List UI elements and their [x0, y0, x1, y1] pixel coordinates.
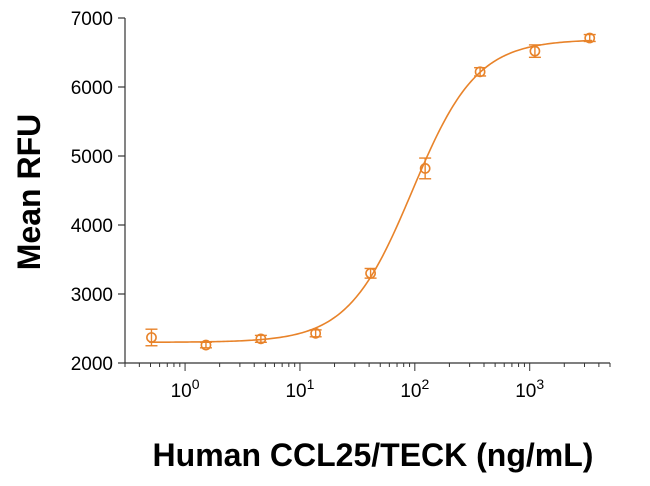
data-point: [199, 339, 212, 351]
data-point: [583, 32, 596, 44]
x-tick-label: 100: [171, 376, 200, 402]
x-tick-label: 102: [400, 376, 429, 402]
fit-curve: [149, 39, 593, 344]
y-tick-label: 2000: [71, 354, 113, 375]
x-axis-title: Human CCL25/TECK (ng/mL): [153, 437, 594, 473]
y-tick-label: 3000: [71, 285, 113, 306]
data-marker: [365, 267, 376, 279]
data-marker: [200, 339, 212, 351]
x-ticks: 100 101 102 103: [124, 363, 611, 402]
data-marker: [419, 163, 431, 174]
data-point: [419, 157, 432, 180]
data-marker: [584, 32, 596, 44]
data-marker: [146, 332, 157, 343]
y-tick-label: 4000: [71, 216, 113, 237]
data-marker: [310, 327, 322, 339]
data-marker: [255, 333, 267, 345]
data-point: [364, 267, 377, 279]
data-point: [145, 328, 158, 347]
y-tick-label: 7000: [71, 9, 113, 30]
y-tick-label: 5000: [71, 147, 113, 168]
data-point: [254, 333, 267, 345]
data-marker: [529, 45, 541, 57]
axes: [124, 18, 610, 364]
y-tick-label: 6000: [71, 78, 113, 99]
data-marker: [474, 66, 486, 78]
x-tick-label: 101: [285, 376, 314, 402]
x-tick-label: 103: [515, 376, 544, 402]
data-point: [309, 327, 322, 339]
data-point: [474, 66, 487, 78]
y-axis-title: Mean RFU: [11, 114, 47, 270]
data-point: [528, 44, 541, 59]
data-points: [145, 32, 596, 351]
y-ticks: 2000 3000 4000 5000 6000 7000: [71, 9, 125, 375]
